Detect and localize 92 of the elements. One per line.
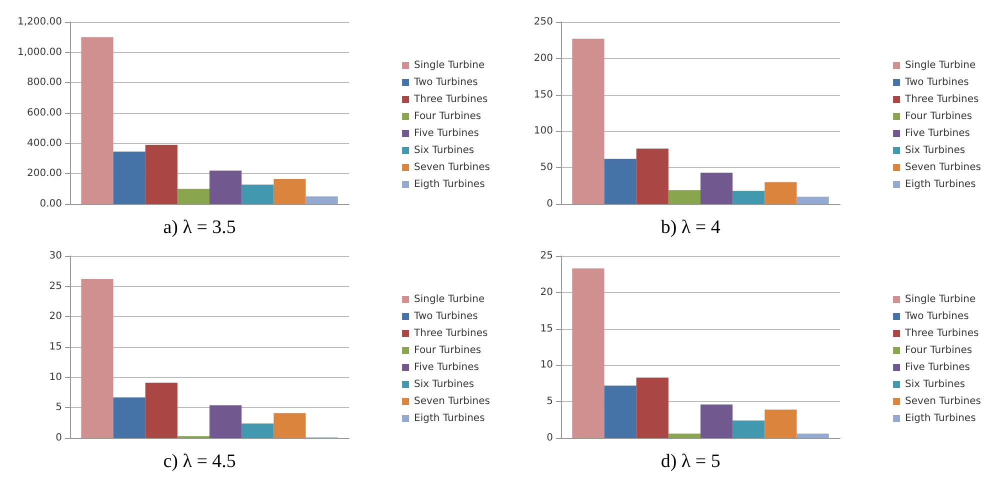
legend-label: Four Turbines [905, 345, 972, 356]
legend-label: Six Turbines [905, 145, 966, 156]
y-tick-label: 25 [540, 250, 553, 262]
y-tick-label: 1,200.00 [17, 16, 62, 28]
y-tick-label: 10 [540, 360, 553, 371]
legend-label: Three Turbines [413, 94, 488, 105]
y-tick-label: 600.00 [27, 108, 62, 118]
legend-label: Five Turbines [905, 128, 970, 139]
legend-label: Single Turbine [905, 294, 976, 305]
legend-label: Four Turbines [414, 111, 482, 122]
bar [700, 172, 733, 204]
y-tick-label: 200 [534, 52, 553, 64]
y-tick-label: 200.00 [27, 168, 62, 180]
bar [274, 178, 306, 204]
legend-label: Five Turbines [414, 362, 479, 373]
legend-label: Two Turbines [413, 311, 478, 322]
y-tick-label: 0.00 [40, 198, 62, 210]
bar [177, 188, 210, 204]
legend-label: Seven Turbines [414, 396, 490, 407]
y-tick-label: 0 [546, 198, 553, 210]
bar [796, 434, 829, 438]
legend-label: Three Turbines [413, 328, 488, 339]
y-tick-label: 15 [49, 342, 62, 352]
bar [242, 423, 274, 438]
bar [636, 378, 668, 438]
bar [572, 38, 604, 204]
y-tick-label: 20 [49, 311, 62, 322]
legend-label: Five Turbines [905, 362, 970, 373]
legend-label: Three Turbines [904, 328, 979, 339]
bar [242, 184, 274, 204]
legend-label: Single Turbine [905, 60, 976, 71]
legend-label: Five Turbines [414, 128, 479, 139]
y-tick-label: 250 [534, 16, 553, 28]
y-tick-label: 15 [540, 323, 553, 334]
bar [113, 152, 146, 204]
legend-label: Seven Turbines [414, 162, 490, 173]
legend-label: Eigth Turbines [905, 179, 976, 190]
y-tick-label: 5 [56, 402, 62, 414]
bar [81, 37, 114, 204]
bar [764, 182, 797, 204]
bar [572, 268, 604, 438]
bar [796, 196, 829, 204]
legend-label: Four Turbines [905, 111, 972, 122]
bar [145, 382, 178, 438]
bar [636, 148, 668, 204]
text: b) λ = 4 [660, 217, 721, 238]
y-tick-label: 400.00 [27, 138, 62, 149]
legend-label: Eigth Turbines [905, 413, 976, 424]
bar [668, 190, 700, 204]
text: a) λ = 3.5 [163, 217, 236, 238]
bar [732, 420, 765, 438]
text: c) λ = 4.5 [163, 451, 236, 472]
bar [668, 434, 700, 438]
y-tick-label: 10 [49, 372, 62, 383]
legend-label: Single Turbine [414, 294, 485, 305]
bar [604, 158, 636, 204]
bar [113, 397, 146, 438]
y-tick-label: 20 [540, 286, 553, 298]
legend-label: Two Turbines [904, 77, 969, 88]
bar [210, 405, 242, 438]
legend-label: Six Turbines [414, 379, 474, 390]
y-tick-label: 1,000.00 [17, 46, 62, 58]
bar [732, 190, 765, 204]
y-tick-label: 25 [49, 280, 62, 292]
y-tick-label: 0 [546, 432, 553, 444]
bar [306, 196, 338, 204]
legend-label: Seven Turbines [905, 396, 981, 407]
legend-label: Eigth Turbines [414, 413, 485, 424]
legend-label: Seven Turbines [905, 162, 981, 173]
y-tick-label: 5 [546, 396, 553, 408]
bar [210, 170, 242, 204]
bar [764, 410, 797, 438]
legend-label: Single Turbine [414, 60, 485, 71]
y-tick-label: 100 [534, 126, 553, 137]
legend-label: Eigth Turbines [414, 179, 485, 190]
legend-label: Six Turbines [905, 379, 966, 390]
bar [274, 413, 306, 438]
bar [145, 144, 178, 204]
legend-label: Three Turbines [904, 94, 979, 105]
y-tick-label: 50 [540, 162, 553, 174]
y-tick-label: 150 [534, 89, 553, 100]
legend-label: Two Turbines [904, 311, 969, 322]
y-tick-label: 30 [49, 250, 62, 262]
text: d) λ = 5 [660, 451, 720, 472]
y-tick-label: 0 [56, 432, 62, 444]
bar [604, 386, 636, 438]
y-tick-label: 800.00 [27, 77, 62, 88]
legend-label: Two Turbines [413, 77, 478, 88]
bar [700, 404, 733, 438]
bar [81, 279, 114, 438]
legend-label: Four Turbines [414, 345, 482, 356]
legend-label: Six Turbines [414, 145, 474, 156]
